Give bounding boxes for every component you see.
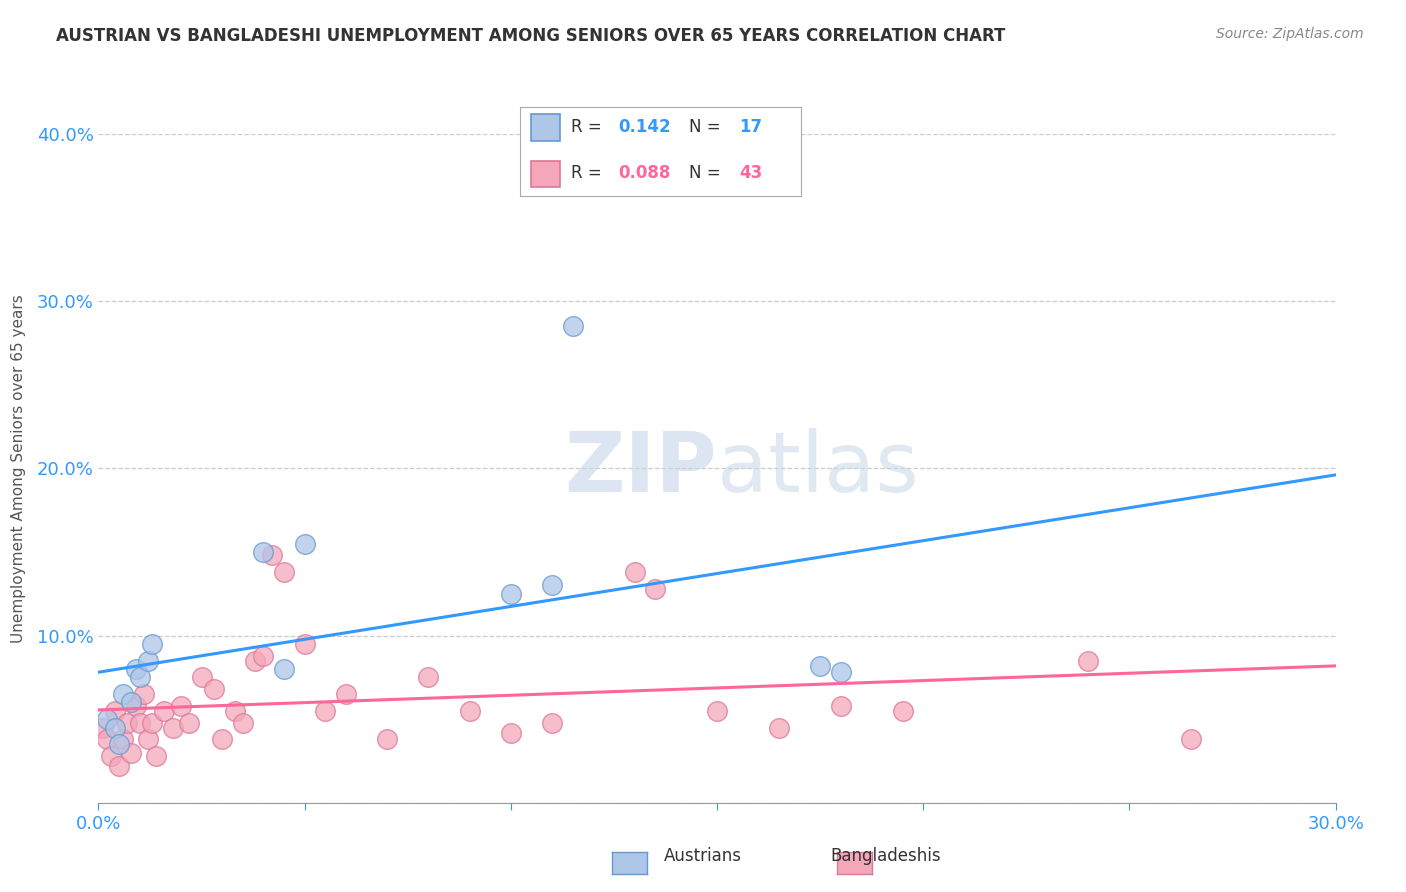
Point	[541, 578, 564, 592]
Point	[108, 759, 131, 773]
Point	[108, 737, 131, 751]
Point	[891, 704, 914, 718]
Text: 43: 43	[740, 164, 763, 183]
Point	[499, 587, 522, 601]
FancyBboxPatch shape	[531, 161, 560, 187]
Point	[458, 704, 481, 718]
Text: 0.088: 0.088	[619, 164, 671, 183]
Point	[224, 704, 246, 718]
Point	[314, 704, 336, 718]
Text: Bangladeshis: Bangladeshis	[831, 847, 941, 865]
Point	[128, 715, 150, 730]
Point	[104, 721, 127, 735]
Point	[202, 681, 225, 696]
Point	[112, 687, 135, 701]
Point	[541, 715, 564, 730]
Point	[117, 715, 139, 730]
Text: atlas: atlas	[717, 428, 918, 508]
Point	[112, 732, 135, 747]
Point	[273, 662, 295, 676]
Point	[170, 698, 193, 713]
Point	[243, 654, 266, 668]
Text: AUSTRIAN VS BANGLADESHI UNEMPLOYMENT AMONG SENIORS OVER 65 YEARS CORRELATION CHA: AUSTRIAN VS BANGLADESHI UNEMPLOYMENT AMO…	[56, 27, 1005, 45]
Point	[232, 715, 254, 730]
Text: R =: R =	[571, 118, 607, 136]
Point	[136, 654, 159, 668]
Point	[128, 670, 150, 684]
FancyBboxPatch shape	[531, 114, 560, 141]
Point	[96, 732, 118, 747]
Point	[644, 582, 666, 596]
Point	[830, 665, 852, 680]
Point	[120, 746, 142, 760]
Point	[141, 715, 163, 730]
Point	[132, 687, 155, 701]
Point	[294, 536, 316, 550]
Point	[153, 704, 176, 718]
Point	[294, 637, 316, 651]
Point	[561, 319, 583, 334]
Point	[252, 545, 274, 559]
Point	[162, 721, 184, 735]
Point	[499, 725, 522, 739]
Point	[418, 670, 440, 684]
Point	[830, 698, 852, 713]
Point	[260, 548, 283, 563]
Point	[335, 687, 357, 701]
Point	[141, 637, 163, 651]
Point	[100, 749, 122, 764]
Point	[124, 662, 146, 676]
Text: 0.142: 0.142	[619, 118, 671, 136]
Point	[124, 698, 146, 713]
Point	[1180, 732, 1202, 747]
Text: ZIP: ZIP	[565, 428, 717, 508]
Text: 17: 17	[740, 118, 762, 136]
Point	[273, 565, 295, 579]
Point	[190, 670, 212, 684]
Point	[104, 704, 127, 718]
Point	[808, 658, 831, 673]
Point	[145, 749, 167, 764]
Point	[1077, 654, 1099, 668]
Point	[706, 704, 728, 718]
Text: Austrians: Austrians	[664, 847, 742, 865]
Text: N =: N =	[689, 164, 725, 183]
Text: N =: N =	[689, 118, 725, 136]
Point	[96, 712, 118, 726]
Point	[375, 732, 398, 747]
Point	[91, 721, 114, 735]
Point	[120, 696, 142, 710]
Y-axis label: Unemployment Among Seniors over 65 years: Unemployment Among Seniors over 65 years	[11, 294, 25, 642]
Point	[179, 715, 201, 730]
Point	[211, 732, 233, 747]
Point	[136, 732, 159, 747]
Point	[252, 648, 274, 663]
Point	[768, 721, 790, 735]
Text: R =: R =	[571, 164, 607, 183]
Point	[623, 565, 645, 579]
Text: Source: ZipAtlas.com: Source: ZipAtlas.com	[1216, 27, 1364, 41]
